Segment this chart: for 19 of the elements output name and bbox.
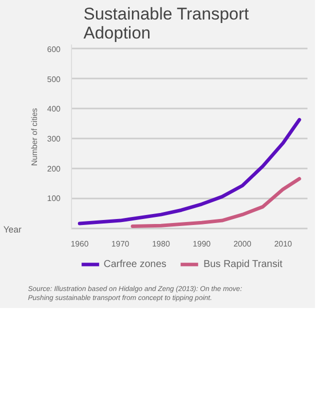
x-tick-label: 1970 bbox=[111, 240, 130, 248]
legend-label: Carfree zones bbox=[104, 258, 166, 270]
x-tick-label: 1990 bbox=[192, 240, 212, 248]
y-tick-label: 200 bbox=[47, 164, 62, 174]
y-axis-title: Number of cities bbox=[30, 108, 40, 166]
x-tick-label: 1980 bbox=[152, 240, 170, 248]
x-tick-label: 2010 bbox=[274, 240, 293, 248]
x-axis-title: Year bbox=[3, 224, 22, 234]
x-tick-label: 1960 bbox=[70, 240, 90, 248]
legend-label: Bus Rapid Transit bbox=[203, 258, 282, 270]
chart-title: Sustainable Transport Adoption bbox=[84, 4, 250, 42]
y-tick-label: 600 bbox=[47, 44, 62, 54]
line-series bbox=[130, 177, 302, 228]
y-tick-label: 500 bbox=[47, 74, 62, 84]
x-tick-label: 2000 bbox=[234, 240, 252, 248]
y-tick-label: 100 bbox=[47, 194, 62, 204]
line-series bbox=[78, 118, 302, 226]
y-tick-label: 300 bbox=[47, 134, 62, 144]
y-tick-label: 400 bbox=[47, 104, 62, 114]
